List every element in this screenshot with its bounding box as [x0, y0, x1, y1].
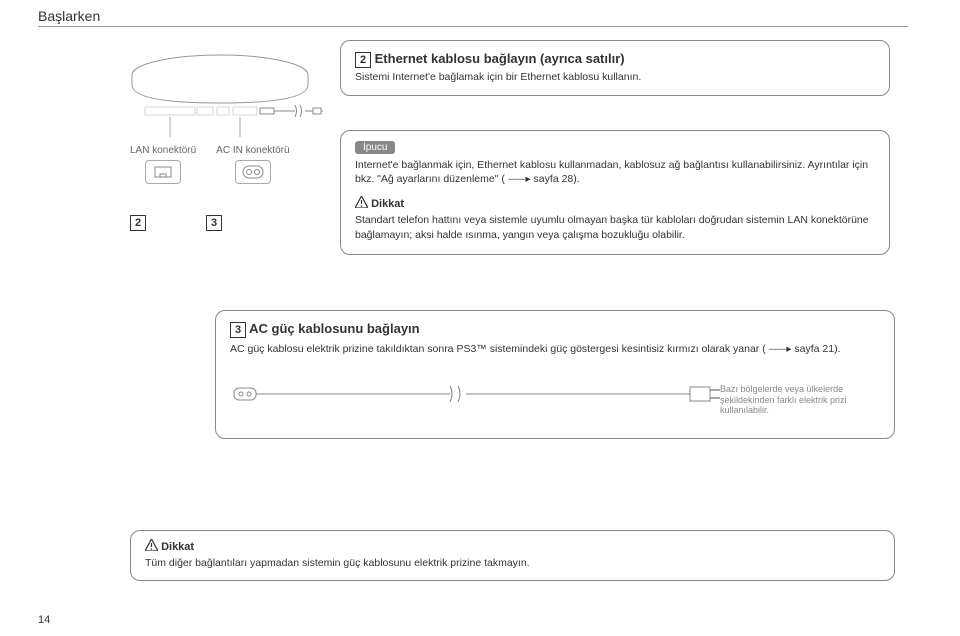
step-box-2: 2 — [130, 215, 146, 231]
warning-icon — [145, 539, 158, 551]
step-box-3: 3 — [206, 215, 222, 231]
ac-port-label: AC IN konektörü — [216, 145, 289, 184]
console-illustration — [125, 45, 325, 140]
ac-power-box: 3 AC güç kablosunu bağlayın AC güç kablo… — [215, 310, 895, 439]
ac-port-icon — [235, 160, 271, 184]
caution-label-2: Dikkat — [161, 541, 194, 553]
caution-header-1: Dikkat — [355, 196, 875, 210]
ac-cable-illustration — [230, 374, 730, 414]
caution-header-2: Dikkat — [145, 539, 880, 553]
ac-step-title: 3 AC güç kablosunu bağlayın — [230, 321, 880, 338]
step-indicators: 2 3 — [130, 215, 222, 231]
ipucu-tag: İpucu — [355, 141, 395, 154]
ac-step-paragraph: AC güç kablosu elektrik prizine takıldık… — [230, 342, 880, 356]
caution-paragraph-1: Standart telefon hattını veya sistemle u… — [355, 213, 875, 241]
caution-paragraph-2: Tüm diğer bağlantıları yapmadan sistemin… — [145, 556, 880, 570]
page-number: 14 — [38, 614, 50, 626]
ac-step-title-text: AC güç kablosunu bağlayın — [249, 321, 419, 336]
cable-illustration-area: Bazı bölgelerde veya ülkelerde şekildeki… — [230, 366, 880, 416]
warning-icon — [355, 196, 368, 208]
ethernet-step-box: 2 Ethernet kablosu bağlayın (ayrıca satı… — [340, 40, 890, 96]
lan-port-icon — [145, 160, 181, 184]
tip-caution-box: İpucu Internet'e bağlanmak için, Etherne… — [340, 130, 890, 255]
ac-step-num: 3 — [230, 322, 246, 338]
lan-port-label: LAN konektörü — [130, 145, 196, 184]
port-labels: LAN konektörü AC IN konektörü — [130, 145, 290, 184]
ethernet-step-num: 2 — [355, 52, 371, 68]
ac-label-text: AC IN konektörü — [216, 145, 289, 156]
region-note: Bazı bölgelerde veya ülkelerde şekildeki… — [720, 384, 870, 416]
ethernet-step-sub: Sistemi Internet'e bağlamak için bir Eth… — [355, 71, 875, 83]
bottom-caution-box: Dikkat Tüm diğer bağlantıları yapmadan s… — [130, 530, 895, 581]
ethernet-step-title: 2 Ethernet kablosu bağlayın (ayrıca satı… — [355, 51, 875, 68]
page-header: Başlarken — [38, 8, 908, 27]
caution-label-1: Dikkat — [371, 198, 404, 210]
lan-label-text: LAN konektörü — [130, 145, 196, 156]
tip-paragraph: Internet'e bağlanmak için, Ethernet kabl… — [355, 158, 875, 186]
ethernet-step-title-text: Ethernet kablosu bağlayın (ayrıca satılı… — [375, 51, 625, 66]
